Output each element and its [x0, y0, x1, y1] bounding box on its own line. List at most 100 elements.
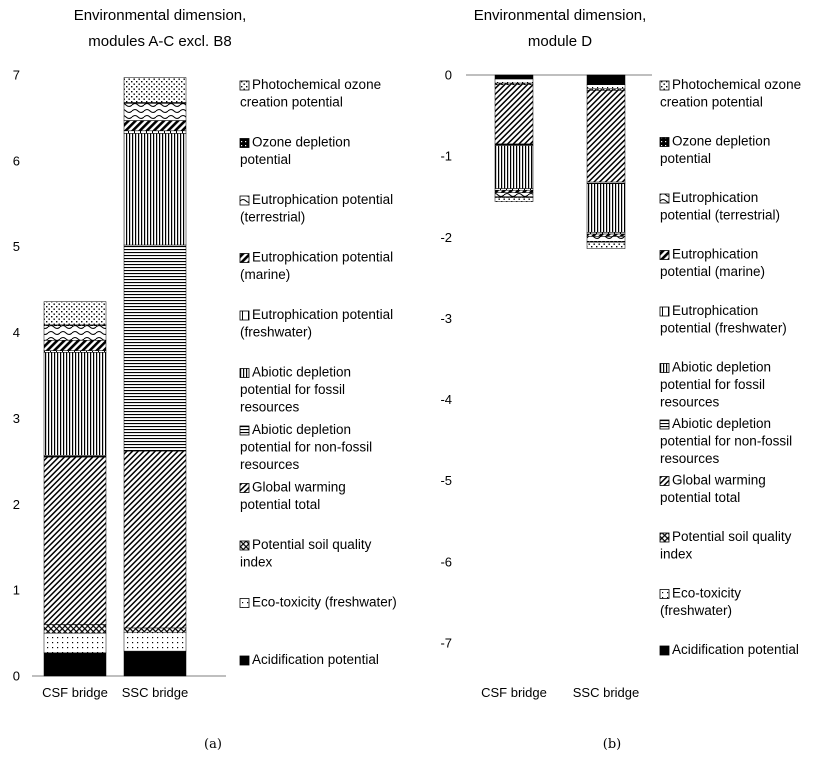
bar-segment-pocp — [586, 241, 626, 249]
bar-segment-ep_terr — [43, 325, 107, 341]
legend-label-adp_fossil: resources — [240, 400, 300, 415]
chart-panel-a: Environmental dimension, modules A-C excl… — [13, 7, 397, 752]
legend-label-ep_fw: potential (freshwater) — [660, 321, 787, 336]
panel-label: (a) — [204, 737, 222, 752]
legend-swatch-adp_nonfossil — [659, 419, 670, 430]
bar-segment-etox — [586, 84, 626, 90]
legend-swatch-ep_terr — [659, 193, 670, 204]
legend-swatch-adp_nonfossil — [239, 425, 250, 436]
bar-segment-ep_mar — [43, 340, 107, 351]
legend-swatch-etox — [239, 598, 250, 608]
bar-segment-adp_fossil — [43, 352, 107, 456]
legend-label-gwp: potential total — [240, 497, 320, 512]
legend-label-adp_fossil: potential for fossil — [240, 382, 345, 397]
chart-title-line: modules A-C excl. B8 — [88, 33, 231, 50]
legend-swatch-ep_mar — [659, 250, 670, 260]
x-category-label: CSF bridge — [481, 685, 547, 700]
legend-swatch-sqi — [659, 532, 670, 543]
y-tick-label: 5 — [13, 239, 20, 254]
legend-label-etox: Eco-toxicity — [672, 586, 741, 601]
legend-label-pocp: creation potential — [660, 95, 763, 110]
y-tick-label: 7 — [13, 68, 20, 83]
bar-segment-pocp — [43, 301, 107, 326]
legend-label-adp_fossil: Abiotic depletion — [252, 365, 351, 380]
legend-label-sqi: index — [660, 547, 693, 562]
legend-label-odp: Ozone depletion — [252, 135, 350, 150]
legend-label-gwp: potential total — [660, 490, 740, 505]
legend-label-etox: (freshwater) — [660, 603, 732, 618]
legend-label-adp_fossil: potential for fossil — [660, 377, 765, 392]
legend-label-pocp: Photochemical ozone — [672, 77, 801, 92]
bar-segment-ep_fw — [43, 350, 107, 353]
bar-segment-etox — [43, 632, 107, 654]
legend-label-etox: Eco-toxicity (freshwater) — [252, 595, 397, 610]
legend-label-gwp: Global warming — [672, 473, 766, 488]
legend-swatch-sqi — [239, 540, 250, 551]
bar-segment-sqi — [123, 627, 187, 633]
bar-segment-ap — [123, 650, 187, 677]
bar-segment-sqi — [43, 624, 107, 634]
legend-label-ep_terr: Eutrophication — [672, 190, 758, 205]
legend-label-ep_mar: (marine) — [240, 267, 290, 282]
bar-segment-gwp — [494, 84, 534, 145]
legend-label-odp: potential — [240, 152, 291, 167]
legend-label-sqi: Potential soil quality — [672, 529, 792, 544]
bar-segment-ap — [586, 74, 626, 85]
legend-label-sqi: Potential soil quality — [252, 537, 372, 552]
chart-title-line: module D — [528, 33, 592, 50]
bar-segment-ap — [43, 652, 107, 677]
legend-label-ep_terr: (terrestrial) — [240, 210, 305, 225]
legend-label-adp_fossil: Abiotic depletion — [672, 360, 771, 375]
legend-swatch-adp_fossil — [659, 363, 670, 373]
y-tick-label: -4 — [440, 392, 452, 407]
legend-swatch-ep_fw — [239, 310, 250, 321]
legend-label-odp: Ozone depletion — [672, 134, 770, 149]
chart-title-line: Environmental dimension, — [474, 7, 647, 24]
legend-label-adp_nonfossil: Abiotic depletion — [672, 416, 771, 431]
chart-panel-b: Environmental dimension, module D 0 -1 -2 -3 -… — [440, 7, 801, 752]
legend-label-ep_mar: potential (marine) — [660, 264, 765, 279]
panel-label: (b) — [603, 737, 621, 752]
bar-segment-ep_terr — [586, 236, 626, 242]
y-tick-label: -3 — [440, 311, 452, 326]
bar-segment-ep_mar — [494, 189, 534, 193]
legend-swatch-gwp — [239, 483, 250, 493]
legend-swatch-ap — [239, 655, 250, 666]
y-tick-label: 0 — [13, 669, 20, 684]
legend-label-adp_nonfossil: potential for non-fossil — [660, 434, 792, 449]
bar-segment-gwp — [123, 450, 187, 629]
legend-swatch-adp_fossil — [239, 368, 250, 378]
legend-label-ep_fw: Eutrophication — [672, 303, 758, 318]
legend-label-ep_terr: potential (terrestrial) — [660, 208, 780, 223]
x-category-label: CSF bridge — [42, 685, 108, 700]
bar-segment-adp_nonfossil — [123, 244, 187, 452]
legend-label-ap: Acidification potential — [252, 652, 379, 667]
legend-label-ep_mar: Eutrophication — [672, 247, 758, 262]
bar-segment-ep_terr — [123, 103, 187, 121]
legend-label-pocp: creation potential — [240, 95, 343, 110]
bar-segment-adp_fossil — [586, 183, 626, 233]
legend-label-odp: potential — [660, 151, 711, 166]
legend-swatch-gwp — [659, 476, 670, 486]
bar-segment-ap — [494, 74, 534, 80]
legend-label-ap: Acidification potential — [672, 642, 799, 657]
y-tick-label: 3 — [13, 411, 20, 426]
legend-label-sqi: index — [240, 555, 273, 570]
bar-segment-ep_terr — [494, 192, 534, 197]
y-tick-label: -6 — [440, 554, 452, 569]
legend-swatch-ap — [659, 645, 670, 656]
bar-segment-gwp — [586, 90, 626, 183]
legend-swatch-pocp — [239, 80, 250, 91]
y-tick-label: 6 — [13, 153, 20, 168]
y-tick-label: -1 — [440, 149, 452, 164]
y-tick-label: 4 — [13, 325, 20, 340]
bar-segment-pocp — [494, 197, 534, 202]
legend-swatch-ep_terr — [239, 195, 250, 206]
legend-label-gwp: Global warming — [252, 480, 346, 495]
legend-label-ep_fw: (freshwater) — [240, 325, 312, 340]
legend-swatch-odp — [239, 138, 250, 148]
legend-label-adp_nonfossil: potential for non-fossil — [240, 440, 372, 455]
y-tick-label: 1 — [13, 583, 20, 598]
legend-label-adp_fossil: resources — [660, 395, 720, 410]
chart-title-line: Environmental dimension, — [74, 7, 247, 24]
